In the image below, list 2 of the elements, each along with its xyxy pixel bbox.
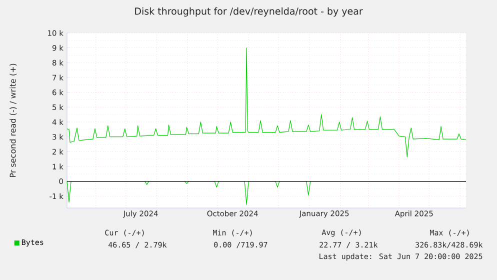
chart-title: Disk throughput for /dev/reynelda/root - by year: [135, 7, 363, 17]
y-axis-title: Pr second read (-) / write (+): [10, 64, 17, 178]
